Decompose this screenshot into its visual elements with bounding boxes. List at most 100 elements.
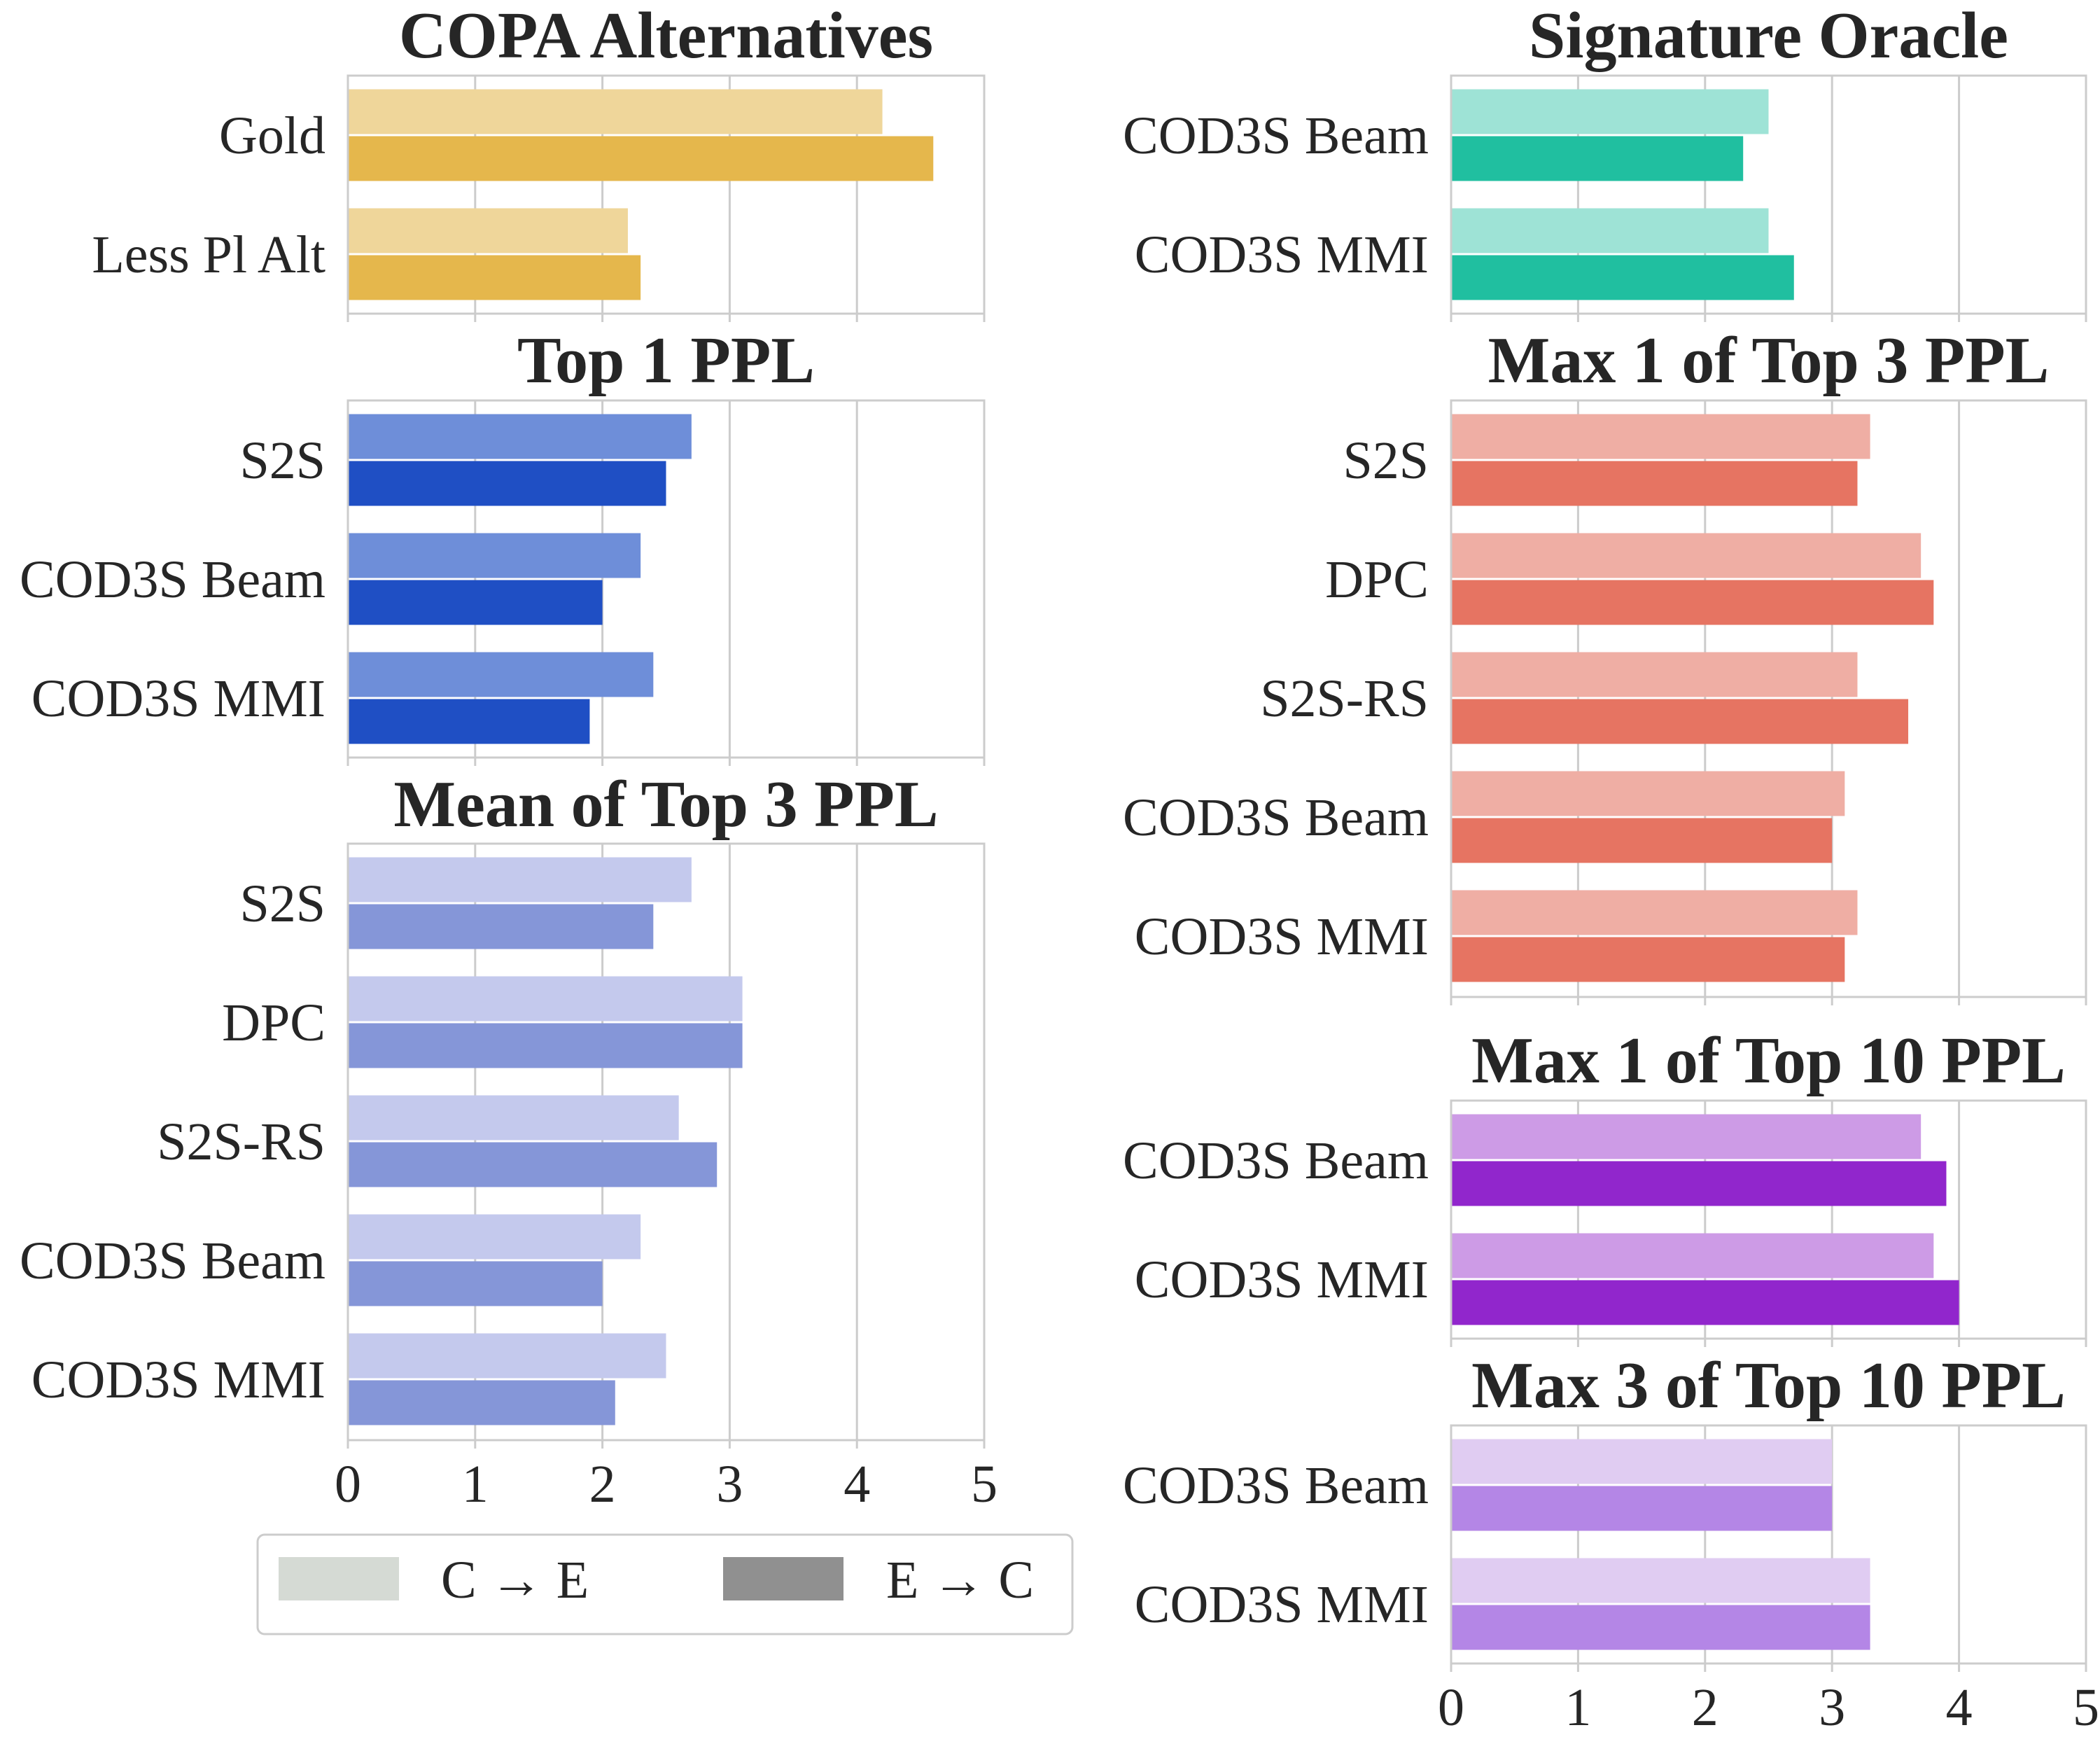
bar [348, 857, 692, 902]
bar [1451, 1161, 1947, 1206]
bar [348, 904, 654, 949]
chart-panel: COD3S Beam COD3S MMI Max 1 of Top 10 PPL [1123, 1024, 2087, 1347]
category-label: COD3S MMI [1135, 1575, 1429, 1634]
bar [348, 533, 641, 578]
category-label: DPC [1325, 550, 1429, 609]
category-label: S2S-RS [1260, 669, 1429, 728]
bar [348, 414, 692, 459]
chart-title: COPA Alternatives [399, 0, 933, 72]
x-tick-label: 5 [2073, 1678, 2099, 1737]
legend: C → E E → C [256, 1533, 1074, 1635]
legend-label: C → E [441, 1551, 589, 1610]
chart-title: Top 1 PPL [517, 324, 815, 397]
category-label: S2S-RS [157, 1112, 326, 1171]
legend-swatch [279, 1557, 399, 1600]
bar [1451, 1558, 1870, 1603]
category-label: S2S [1343, 431, 1429, 490]
bar [348, 208, 628, 253]
plot-frame [1450, 74, 2087, 315]
bar [1451, 890, 1858, 935]
bar [1451, 771, 1845, 816]
bar [1451, 208, 1769, 253]
category-label: COD3S MMI [1135, 225, 1429, 284]
x-tick-label: 4 [1946, 1678, 1973, 1737]
category-label: COD3S MMI [31, 1351, 326, 1409]
bar [348, 580, 603, 625]
plot-frame [1450, 1424, 2087, 1665]
category-label: S2S [239, 431, 326, 490]
bar [1451, 652, 1858, 697]
bar [348, 1023, 743, 1068]
category-label: COD3S MMI [1135, 907, 1429, 966]
category-label: COD3S Beam [1123, 1456, 1429, 1515]
plot-frame [1450, 399, 2087, 998]
chart-panel: COD3S Beam COD3S MMI Signature Oracle [1123, 0, 2087, 322]
plot-frame [1450, 1099, 2087, 1340]
chart-panel: Gold Less Pl Alt COPA Alternatives [92, 0, 986, 322]
bar [1451, 1114, 1921, 1159]
bar [1451, 580, 1934, 625]
legend-label: E → C [886, 1551, 1034, 1610]
category-label: COD3S MMI [31, 669, 326, 728]
bar [1451, 1439, 1833, 1484]
x-tick-label: 0 [335, 1455, 361, 1514]
bar [1451, 533, 1921, 578]
bar [1451, 136, 1744, 181]
bar [1451, 818, 1833, 863]
bar [1451, 937, 1845, 982]
bar [1451, 461, 1858, 506]
x-tick-label: 2 [1692, 1678, 1718, 1737]
category-label: COD3S Beam [1123, 106, 1429, 165]
chart-title: Max 1 of Top 10 PPL [1471, 1024, 2066, 1097]
plot-frame [346, 399, 986, 759]
bar [348, 89, 883, 134]
bar [348, 699, 590, 744]
bar [348, 1380, 615, 1425]
bar [348, 976, 743, 1021]
chart-title: Mean of Top 3 PPL [393, 768, 938, 841]
bar [348, 1261, 603, 1306]
x-tick-label: 2 [589, 1455, 616, 1514]
category-label: COD3S Beam [1123, 1131, 1429, 1190]
bar [1451, 699, 1909, 744]
bar [348, 1214, 641, 1260]
category-label: COD3S MMI [1135, 1250, 1429, 1309]
x-tick-label: 0 [1438, 1678, 1464, 1737]
category-label: DPC [222, 993, 326, 1052]
bar [348, 255, 641, 300]
bar [1451, 1280, 1959, 1325]
chart-title: Signature Oracle [1529, 0, 2008, 72]
bar [1451, 1605, 1870, 1650]
x-tick-label: 3 [716, 1455, 743, 1514]
bar [348, 1333, 666, 1379]
bar [1451, 1233, 1934, 1278]
bar [348, 1095, 679, 1140]
x-tick-label: 3 [1819, 1678, 1845, 1737]
bar [348, 1142, 718, 1187]
plot-frame [346, 74, 986, 315]
bar [1451, 1486, 1833, 1531]
bar [1451, 89, 1769, 134]
chart-title: Max 1 of Top 3 PPL [1488, 324, 2050, 397]
legend-box [256, 1533, 1074, 1635]
category-label: Gold [219, 106, 326, 165]
legend-swatch [723, 1557, 844, 1600]
bar [1451, 255, 1794, 300]
category-label: Less Pl Alt [92, 225, 326, 284]
x-tick-label: 1 [462, 1455, 489, 1514]
chart-panel: S2S COD3S Beam COD3S MMI Top 1 PPL [20, 324, 986, 766]
category-label: COD3S Beam [20, 550, 326, 609]
category-label: S2S [239, 874, 326, 933]
category-label: COD3S Beam [20, 1232, 326, 1290]
chart-title: Max 3 of Top 10 PPL [1471, 1349, 2066, 1422]
bar [1451, 414, 1870, 459]
x-tick-label: 4 [844, 1455, 870, 1514]
plot-frame [346, 842, 986, 1442]
chart-panel: S2S DPC S2S-RS COD3S Beam COD3S MMI Max 1 of … [1123, 324, 2087, 1005]
x-tick-label: 5 [971, 1455, 997, 1514]
x-tick-label: 1 [1564, 1678, 1591, 1737]
category-label: COD3S Beam [1123, 788, 1429, 847]
